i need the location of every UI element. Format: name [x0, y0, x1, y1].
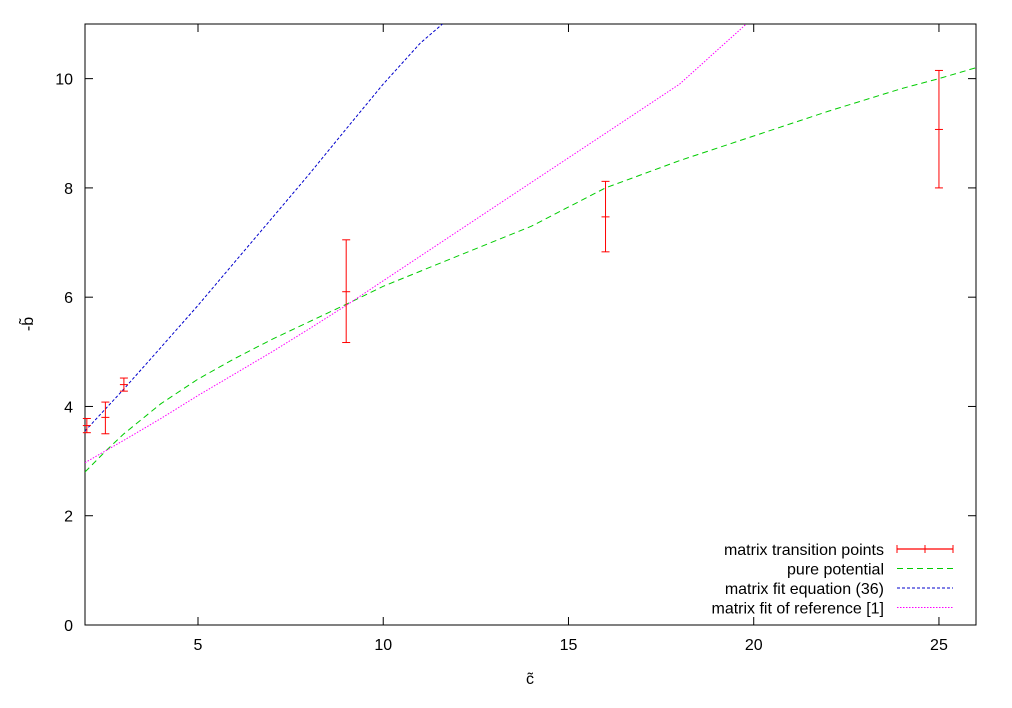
legend: matrix transition points pure potential ma…: [711, 542, 954, 618]
y-tick-label: 0: [64, 618, 73, 635]
x-tick-label: 25: [930, 637, 948, 654]
x-tick-label: 10: [374, 637, 392, 654]
error-bar-point: [601, 180, 610, 253]
error-bar-point: [101, 401, 110, 435]
y-tick-label: 6: [64, 290, 73, 307]
y-axis-label: -b̃: [17, 317, 37, 331]
legend-label: matrix fit of reference [1]: [711, 601, 884, 618]
tick-labels: 5 10 15 20 25 0 2 4 6 8 10: [55, 72, 948, 654]
points-layer: [82, 69, 943, 435]
y-tick-label: 4: [64, 399, 73, 416]
error-bar-point: [119, 377, 128, 392]
series-line: [85, 24, 747, 464]
error-bar-point: [342, 239, 351, 344]
y-tick-label: 10: [55, 72, 73, 89]
error-bar-point: [82, 417, 91, 434]
x-tick-label: 15: [560, 637, 578, 654]
legend-label: pure potential: [787, 562, 884, 579]
legend-label: matrix transition points: [724, 542, 884, 559]
series-layer: [85, 24, 976, 473]
axis-ticks: [85, 24, 976, 626]
legend-label: matrix fit equation (36): [725, 581, 884, 598]
series-line: [85, 24, 443, 432]
y-tick-label: 2: [64, 509, 73, 526]
series-line: [85, 67, 976, 473]
x-axis-label: c̃: [526, 671, 534, 688]
y-tick-label: 8: [64, 181, 73, 198]
x-tick-label: 5: [194, 637, 203, 654]
error-bar-point: [934, 69, 943, 189]
x-tick-label: 20: [745, 637, 763, 654]
plot-frame: [84, 23, 977, 626]
